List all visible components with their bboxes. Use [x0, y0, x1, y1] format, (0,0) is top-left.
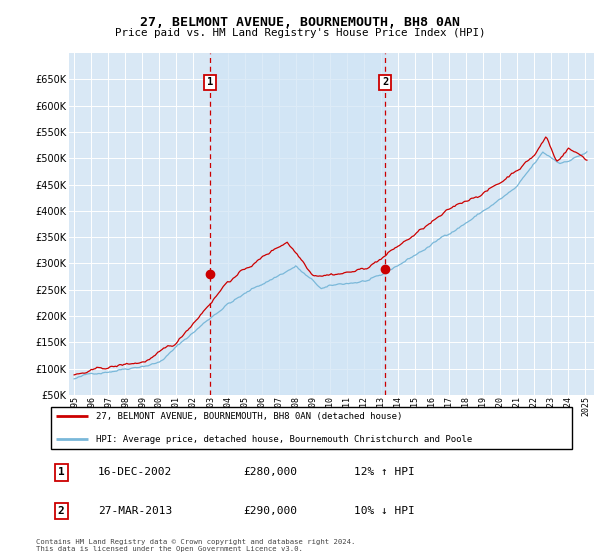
Text: £290,000: £290,000 — [244, 506, 298, 516]
Text: 12% ↑ HPI: 12% ↑ HPI — [354, 468, 415, 478]
Text: £280,000: £280,000 — [244, 468, 298, 478]
Text: 1: 1 — [206, 77, 213, 87]
Text: 2: 2 — [382, 77, 388, 87]
Text: 16-DEC-2002: 16-DEC-2002 — [98, 468, 172, 478]
Text: 1: 1 — [58, 468, 65, 478]
Text: HPI: Average price, detached house, Bournemouth Christchurch and Poole: HPI: Average price, detached house, Bour… — [95, 435, 472, 444]
Text: 27-MAR-2013: 27-MAR-2013 — [98, 506, 172, 516]
Text: 10% ↓ HPI: 10% ↓ HPI — [354, 506, 415, 516]
Text: 27, BELMONT AVENUE, BOURNEMOUTH, BH8 0AN: 27, BELMONT AVENUE, BOURNEMOUTH, BH8 0AN — [140, 16, 460, 29]
Bar — [210, 53, 385, 395]
Text: 27, BELMONT AVENUE, BOURNEMOUTH, BH8 0AN (detached house): 27, BELMONT AVENUE, BOURNEMOUTH, BH8 0AN… — [95, 412, 402, 421]
Text: Price paid vs. HM Land Registry's House Price Index (HPI): Price paid vs. HM Land Registry's House … — [115, 28, 485, 38]
Text: 2: 2 — [58, 506, 65, 516]
Text: Contains HM Land Registry data © Crown copyright and database right 2024.
This d: Contains HM Land Registry data © Crown c… — [36, 539, 355, 552]
FancyBboxPatch shape — [50, 407, 572, 449]
